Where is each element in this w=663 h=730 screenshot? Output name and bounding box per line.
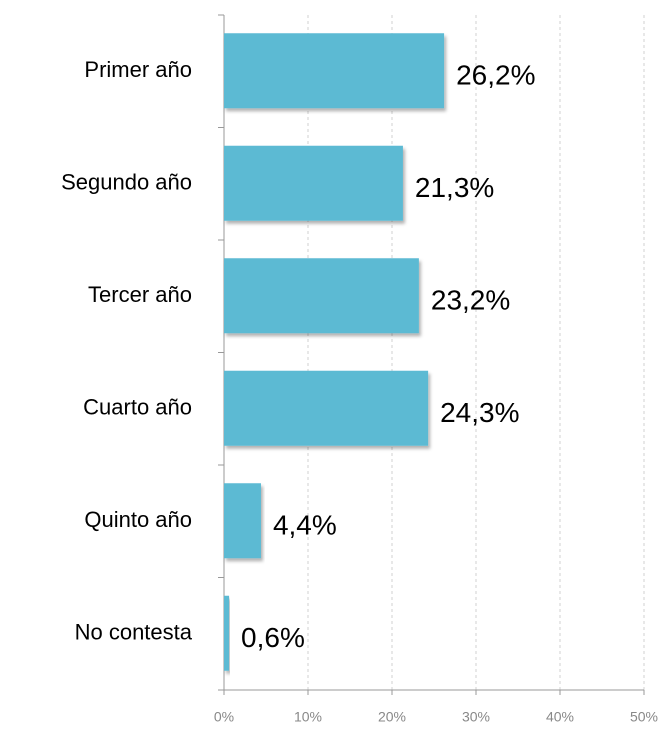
x-tick-label: 10% bbox=[294, 709, 322, 725]
y-tick-label: Primer año bbox=[84, 57, 192, 82]
x-tick-label: 20% bbox=[378, 709, 406, 725]
data-label: 26,2% bbox=[456, 60, 535, 91]
bar bbox=[224, 145, 403, 221]
y-tick-label: Quinto año bbox=[84, 507, 192, 532]
x-tick-label: 50% bbox=[630, 709, 658, 725]
bar bbox=[224, 33, 445, 109]
bar bbox=[224, 370, 429, 446]
x-tick-label: 30% bbox=[462, 709, 490, 725]
data-label: 0,6% bbox=[241, 622, 305, 653]
data-label: 21,3% bbox=[415, 172, 494, 203]
y-tick-label: Cuarto año bbox=[83, 395, 192, 420]
y-tick-label: Segundo año bbox=[61, 170, 192, 195]
data-label: 4,4% bbox=[273, 510, 337, 541]
x-tick-label: 0% bbox=[214, 709, 234, 725]
data-label: 24,3% bbox=[440, 397, 519, 428]
x-tick-label: 40% bbox=[546, 709, 574, 725]
bar bbox=[224, 483, 261, 559]
y-tick-label: No contesta bbox=[75, 620, 193, 645]
bar bbox=[224, 595, 230, 671]
bar bbox=[224, 258, 419, 334]
y-tick-label: Tercer año bbox=[88, 282, 192, 307]
data-label: 23,2% bbox=[431, 285, 510, 316]
